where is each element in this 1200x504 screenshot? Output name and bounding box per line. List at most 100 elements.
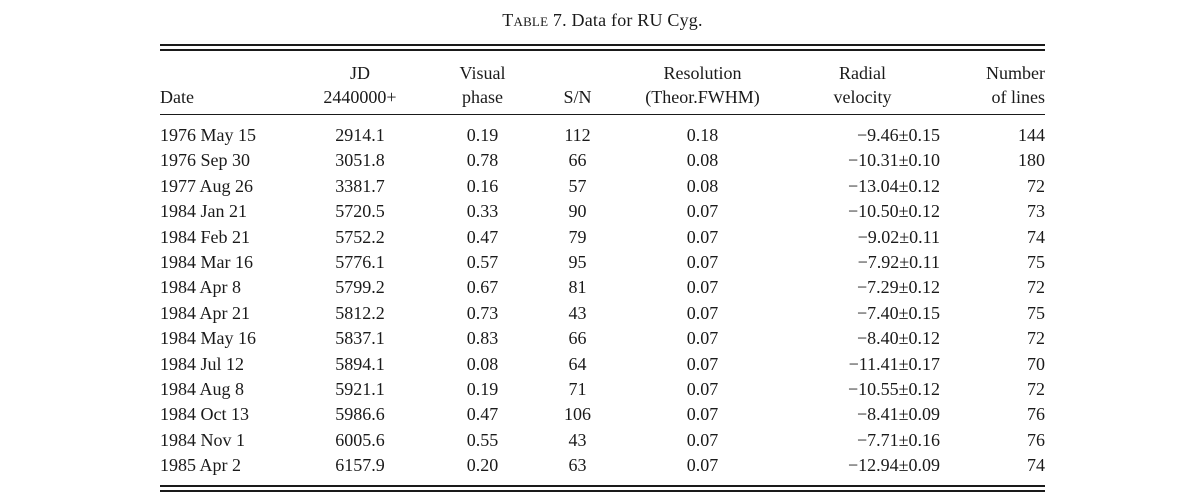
cell-sn: 66 [568,328,587,349]
column-header-line: (Theor.FWHM) [645,87,760,107]
cell-res: 0.07 [686,226,719,247]
cell-rv: −9.02±0.11 [857,226,940,247]
cell-rv: −8.41±0.09 [856,404,940,425]
cell-date: 1984 Jan 21 [160,201,247,222]
cell-date: 1977 Aug 26 [160,175,254,196]
column-header-line: Date [160,87,194,107]
table-row: 1984 Jul 12 5894.1 0.08 64 0.07 −11.41±0.17 70 [160,352,1045,377]
cell-date: 1984 Nov 1 [160,429,245,450]
cell-jd: 2914.1 [335,125,385,145]
table-row: 1984 Apr 21 5812.2 0.73 43 0.07 −7.40±0.15 75 [160,301,1045,326]
column-header-line: S/N [563,87,592,107]
cell-res: 0.07 [686,302,719,323]
cell-jd: 6005.6 [335,429,385,450]
cell-lines: 144 [1018,125,1045,145]
cell-date: 1984 Jul 12 [160,353,245,374]
data-table: Date JD 2440000+ Visual phase S/N Resolution (T… [160,55,1045,479]
cell-res: 0.07 [686,455,719,476]
table-row: 1984 Mar 16 5776.1 0.57 95 0.07 −7.92±0.11 75 [160,250,1045,275]
cell-phase: 0.67 [466,277,499,298]
cell-jd: 3381.7 [335,175,385,196]
cell-res: 0.08 [686,150,719,171]
cell-sn: 43 [568,429,587,450]
table-header-row: Date JD 2440000+ Visual phase S/N Resolution (T… [160,55,1045,109]
column-header-phase: Visual phase [430,55,535,109]
cell-jd: 5894.1 [335,353,385,374]
cell-phase: 0.47 [466,404,499,425]
column-header-lines: Number of lines [940,55,1045,109]
cell-res: 0.07 [686,353,719,374]
cell-phase: 0.47 [466,226,499,247]
cell-phase: 0.33 [466,201,499,222]
cell-phase: 0.08 [466,353,499,374]
cell-phase: 0.55 [466,429,499,450]
cell-rv: −13.04±0.12 [847,175,940,196]
cell-sn: 71 [568,379,587,400]
cell-jd: 5837.1 [335,328,385,349]
cell-sn: 95 [568,252,587,273]
cell-date: 1984 Apr 21 [160,302,250,323]
cell-date: 1984 Apr 8 [160,277,241,298]
cell-sn: 112 [564,125,591,145]
column-header-rv: Radial velocity [785,55,940,109]
top-rule-2 [160,49,1045,51]
cell-lines: 74 [1027,226,1045,247]
cell-jd: 5799.2 [335,277,385,298]
cell-lines: 75 [1027,252,1045,273]
column-header-date: Date [160,55,290,109]
column-header-line: Radial [839,63,886,83]
cell-date: 1984 Mar 16 [160,252,253,273]
cell-lines: 72 [1027,277,1045,298]
cell-date: 1985 Apr 2 [160,455,241,476]
cell-date: 1984 Oct 13 [160,404,249,425]
column-header-sn: S/N [535,55,620,109]
cell-res: 0.07 [686,252,719,273]
cell-rv: −10.55±0.12 [847,379,940,400]
cell-date: 1984 May 16 [160,328,256,349]
cell-rv: −10.31±0.10 [847,150,940,171]
table-row: 1985 Apr 2 6157.9 0.20 63 0.07 −12.94±0.09 74 [160,453,1045,478]
cell-jd: 5812.2 [335,302,385,323]
cell-res: 0.07 [686,429,719,450]
cell-lines: 72 [1027,328,1045,349]
column-header-line: of lines [991,87,1046,107]
cell-res: 0.18 [686,125,719,145]
table-row: 1984 Nov 1 6005.6 0.55 43 0.07 −7.71±0.16 76 [160,428,1045,453]
cell-res: 0.07 [686,201,719,222]
table-row: 1984 May 16 5837.1 0.83 66 0.07 −8.40±0.12 72 [160,326,1045,351]
table-row: 1977 Aug 26 3381.7 0.16 57 0.08 −13.04±0.12 72 [160,174,1045,199]
cell-jd: 5921.1 [335,379,385,400]
table-row: 1976 Sep 30 3051.8 0.78 66 0.08 −10.31±0.10 18… [160,148,1045,173]
column-header-line: phase [462,87,503,107]
cell-res: 0.07 [686,328,719,349]
cell-date: 1976 May 15 [160,125,256,145]
cell-rv: −7.71±0.16 [856,429,940,450]
table-caption: Table 7. Data for RU Cyg. [160,10,1045,31]
cell-jd: 5986.6 [335,404,385,425]
cell-lines: 72 [1027,175,1045,196]
table-row: 1984 Aug 8 5921.1 0.19 71 0.07 −10.55±0.12 72 [160,377,1045,402]
cell-lines: 75 [1027,302,1045,323]
cell-phase: 0.78 [466,150,499,171]
cell-res: 0.07 [686,379,719,400]
cell-sn: 79 [568,226,587,247]
cell-rv: −9.46±0.15 [856,125,940,145]
cell-date: 1984 Feb 21 [160,226,250,247]
cell-date: 1984 Aug 8 [160,379,245,400]
column-header-line: velocity [833,87,892,107]
cell-phase: 0.83 [466,328,499,349]
cell-sn: 43 [568,302,587,323]
cell-lines: 76 [1027,429,1045,450]
cell-rv: −7.40±0.15 [856,302,940,323]
cell-jd: 5752.2 [335,226,385,247]
cell-lines: 70 [1027,353,1045,374]
cell-jd: 5776.1 [335,252,385,273]
cell-rv: −8.40±0.12 [856,328,940,349]
cell-lines: 74 [1027,455,1045,476]
cell-jd: 6157.9 [335,455,385,476]
cell-sn: 64 [568,353,587,374]
cell-sn: 66 [568,150,587,171]
cell-phase: 0.73 [466,302,499,323]
column-header-res: Resolution (Theor.FWHM) [620,55,785,109]
cell-date: 1976 Sep 30 [160,150,250,171]
